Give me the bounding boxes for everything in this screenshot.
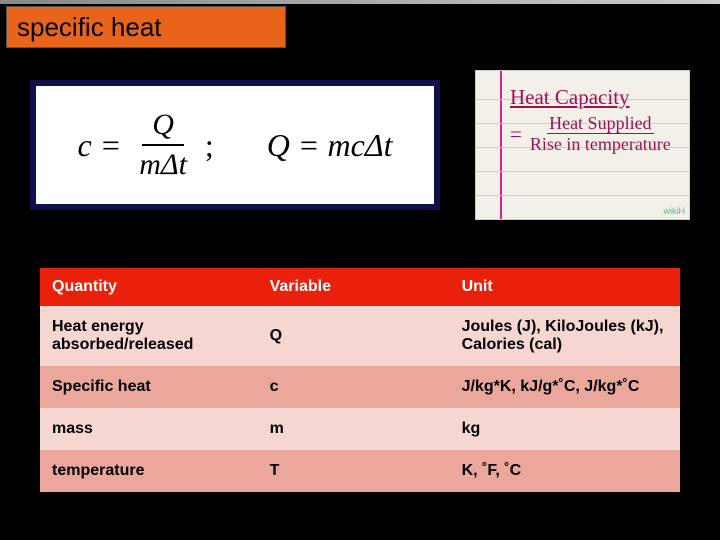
paper-rule [476,195,689,196]
paper-rule [476,171,689,172]
cell-unit: Joules (J), KiloJoules (kJ), Calories (c… [450,306,680,366]
formula-q: Q = mcΔt [267,127,393,164]
th-quantity: Quantity [40,268,258,306]
cell-quantity: Specific heat [40,366,258,408]
formula-c-semi: ; [205,127,214,164]
variables-table: Quantity Variable Unit Heat energy absor… [40,268,680,492]
formula-c-num: Q [142,108,184,147]
top-gradient [0,0,720,4]
page-title: specific heat [17,12,162,43]
formula-panel: c = Q mΔt ; Q = mcΔt [30,80,440,210]
th-unit: Unit [450,268,680,306]
cell-variable: Q [258,306,450,366]
table-row: mass m kg [40,408,680,450]
hw-frac-top: Heat Supplied [547,113,653,134]
formula-q-eq: = [298,127,320,164]
table-header-row: Quantity Variable Unit [40,268,680,306]
table-row: temperature T K, ˚F, ˚C [40,450,680,492]
paper-corner: wikiH [664,206,686,216]
formula-c: c = Q mΔt ; [78,108,214,183]
formula-q-rhs: mcΔt [328,127,393,164]
formula-q-lhs: Q [267,127,290,164]
cell-variable: m [258,408,450,450]
table-row: Specific heat c J/kg*K, kJ/g*˚C, J/kg*˚C [40,366,680,408]
table-row: Heat energy absorbed/released Q Joules (… [40,306,680,366]
paper-note: Heat Capacity = Heat Supplied Rise in te… [475,70,690,220]
cell-unit: K, ˚F, ˚C [450,450,680,492]
handwriting: Heat Capacity = Heat Supplied Rise in te… [490,81,675,154]
cell-quantity: mass [40,408,258,450]
formula-c-den: mΔt [129,146,197,183]
cell-variable: T [258,450,450,492]
hw-line1: Heat Capacity [510,81,675,113]
hw-fraction: Heat Supplied Rise in temperature [528,113,673,154]
cell-variable: c [258,366,450,408]
th-variable: Variable [258,268,450,306]
formula-c-fraction: Q mΔt [129,108,197,183]
hw-frac-bot: Rise in temperature [528,134,673,154]
cell-unit: J/kg*K, kJ/g*˚C, J/kg*˚C [450,366,680,408]
hw-eq: = [510,118,522,150]
title-box: specific heat [6,6,286,48]
cell-quantity: temperature [40,450,258,492]
formula-c-eq: = [100,127,122,164]
formula-c-lhs: c [78,127,92,164]
cell-quantity: Heat energy absorbed/released [40,306,258,366]
cell-unit: kg [450,408,680,450]
variables-table-wrap: Quantity Variable Unit Heat energy absor… [40,268,680,492]
